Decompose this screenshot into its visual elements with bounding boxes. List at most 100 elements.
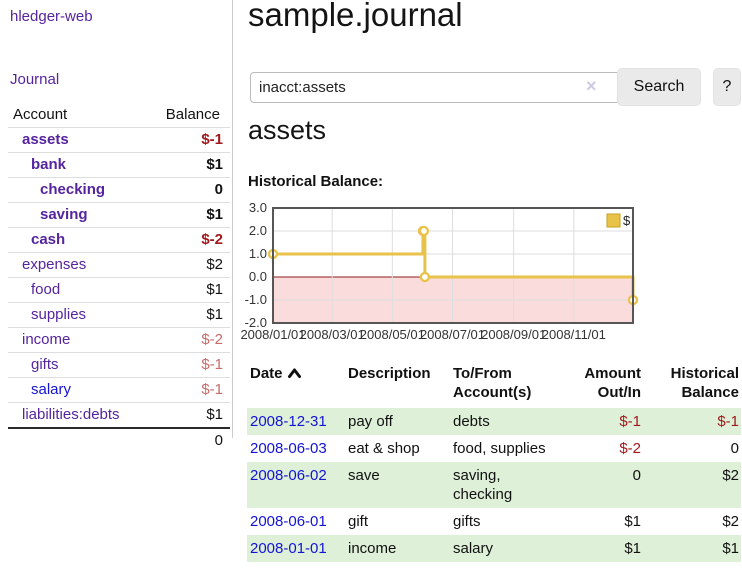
transaction-accounts: debts <box>450 408 565 435</box>
account-row: expenses $2 <box>8 252 230 278</box>
transaction-date-link[interactable]: 2008-01-01 <box>250 540 327 557</box>
account-link[interactable]: gifts <box>31 356 59 373</box>
transaction-accounts: salary <box>450 535 565 562</box>
account-row: supplies $1 <box>8 302 230 328</box>
sidebar-divider <box>232 0 233 438</box>
transaction-running-balance: $-1 <box>643 408 741 435</box>
register-header-row: Date Description To/From Account(s) Amount … <box>247 362 741 408</box>
account-link[interactable]: assets <box>22 131 69 148</box>
transaction-amount: $-1 <box>565 408 643 435</box>
transaction-running-balance: $1 <box>643 535 741 562</box>
register-table: Date Description To/From Account(s) Amount … <box>247 362 741 562</box>
account-link[interactable]: cash <box>31 231 66 248</box>
y-tick-label: 1.0 <box>249 246 267 261</box>
register-column-header-date[interactable]: Date <box>247 362 345 408</box>
account-link[interactable]: income <box>22 331 71 348</box>
balance-column-header: Balance <box>165 106 220 123</box>
register-column-header-historical-balance: Historical Balance <box>670 365 739 401</box>
sidebar-item-journal[interactable]: Journal <box>10 71 60 88</box>
register-column-header-description: Description <box>348 365 431 382</box>
transaction-accounts: gifts <box>453 513 481 530</box>
account-link[interactable]: liabilities:debts <box>22 406 120 423</box>
account-balance: $1 <box>144 202 230 228</box>
account-link[interactable]: saving <box>40 206 88 223</box>
account-row: income $-2 <box>8 327 230 353</box>
transaction-date-link[interactable]: 2008-06-01 <box>250 513 327 530</box>
y-tick-label: 0.0 <box>249 269 267 284</box>
transaction-date-link[interactable]: 2008-06-02 <box>250 467 327 484</box>
register-column-header-to-from-account-s-: To/From Account(s) <box>453 365 532 401</box>
chart-section-heading: Historical Balance: <box>248 173 384 190</box>
accounts-total-row: 0 <box>8 427 230 453</box>
transaction-running-balance: $2 <box>643 462 741 508</box>
data-point-marker <box>419 271 431 283</box>
account-link[interactable]: bank <box>31 156 67 173</box>
accounts-total-balance: 0 <box>144 427 230 453</box>
account-row: checking 0 <box>8 177 230 203</box>
transaction-date-link[interactable]: 2008-06-03 <box>250 440 327 457</box>
register-row: 2008-12-31 pay off debts $-1 $-1 <box>247 408 741 435</box>
transaction-accounts: food, supplies <box>453 440 546 457</box>
account-balance: $-2 <box>144 227 230 253</box>
account-balance: $1 <box>144 402 230 428</box>
transaction-accounts: saving, checking <box>450 462 565 508</box>
page-title: sample.journal <box>248 0 463 33</box>
data-point-marker <box>418 225 430 237</box>
transaction-description: pay off <box>345 408 450 435</box>
search-help-button[interactable]: ? <box>713 68 741 106</box>
transaction-running-balance: $2 <box>722 513 739 530</box>
transaction-amount: $1 <box>624 513 641 530</box>
account-balance: $2 <box>144 252 230 278</box>
account-column-header: Account <box>13 106 68 123</box>
accounts-total-spacer <box>8 427 145 453</box>
search-input[interactable] <box>250 72 630 103</box>
clear-search-icon[interactable]: × <box>586 76 597 96</box>
historical-balance-chart: $3.0 2.0 1.0 0.0 -1.0 -2.02008/01/012008/03/0… <box>240 200 639 342</box>
transaction-description: income <box>345 535 450 562</box>
x-tick-label: 2008/01/01 <box>240 327 305 342</box>
register-column-header-amount-out-in: Amount Out/In <box>584 365 641 401</box>
transaction-amount: $-2 <box>619 440 641 457</box>
account-link[interactable]: expenses <box>22 256 87 273</box>
account-balance: 0 <box>144 177 230 203</box>
transaction-date-link[interactable]: 2008-12-31 <box>250 413 327 430</box>
account-row: assets $-1 <box>8 127 230 153</box>
x-tick-label: 2008/03/01 <box>300 327 365 342</box>
account-row: saving $1 <box>8 202 230 228</box>
search-button[interactable]: Search <box>617 68 701 106</box>
legend-swatch <box>606 213 621 228</box>
transaction-description: gift <box>348 513 369 530</box>
account-balance: $-1 <box>144 377 230 403</box>
account-balance: $1 <box>144 302 230 328</box>
transaction-description: eat & shop <box>348 440 420 457</box>
account-balance: $-2 <box>144 327 230 353</box>
legend-label: $ <box>623 213 631 228</box>
transaction-amount: 0 <box>565 462 643 508</box>
y-tick-label: 2.0 <box>249 223 267 238</box>
account-link[interactable]: food <box>31 281 61 298</box>
x-tick-label: 2008/09/01 <box>481 327 546 342</box>
transaction-running-balance: 0 <box>730 440 739 457</box>
transaction-amount: $1 <box>565 535 643 562</box>
y-tick-label: -2.0 <box>245 315 267 330</box>
account-row: bank $1 <box>8 152 230 178</box>
plot-border <box>272 207 634 324</box>
accounts-header-row: Account Balance <box>8 103 230 128</box>
y-tick-label: -1.0 <box>245 292 267 307</box>
register-row: 2008-01-01 income salary $1 $1 <box>247 535 741 562</box>
account-balance: $1 <box>144 152 230 178</box>
account-link[interactable]: supplies <box>31 306 87 323</box>
brand-link[interactable]: hledger-web <box>10 8 93 25</box>
register-row: 2008-06-01 gift gifts $1 $2 <box>247 508 741 535</box>
account-row: cash $-2 <box>8 227 230 253</box>
account-link[interactable]: salary <box>31 381 72 398</box>
x-tick-label: 2008/07/01 <box>420 327 485 342</box>
account-balance: $-1 <box>144 352 230 378</box>
y-tick-label: 3.0 <box>249 200 267 215</box>
account-link[interactable]: checking <box>40 181 106 198</box>
account-balance: $-1 <box>144 127 230 153</box>
register-row: 2008-06-02 save saving, checking 0 $2 <box>247 462 741 508</box>
register-row: 2008-06-03 eat & shop food, supplies $-2 0 <box>247 435 741 462</box>
accounts-sidebar-table: Account Balance assets $-1 bank $1 checking 0… <box>8 103 230 453</box>
x-tick-label: 2008/11/01 <box>542 327 606 342</box>
